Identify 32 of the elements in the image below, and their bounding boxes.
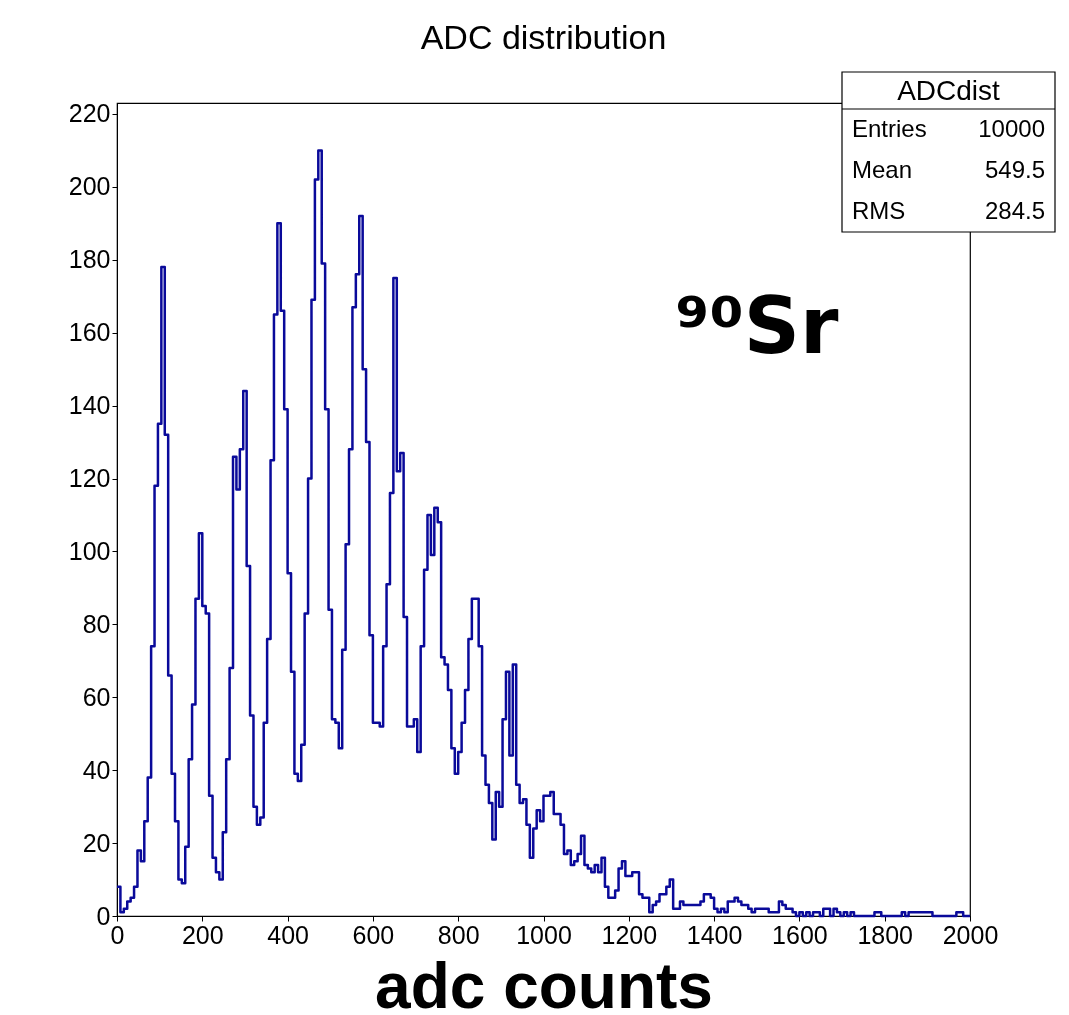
y-tick-label: 40 <box>82 755 111 784</box>
x-tick-label: 2000 <box>942 920 999 949</box>
y-tick-label: 20 <box>82 828 111 857</box>
x-tick-label: 400 <box>267 920 309 949</box>
y-tick-label: 60 <box>82 682 111 711</box>
annotation: Entries <box>852 114 927 142</box>
annotation: ADCdist <box>897 75 1001 106</box>
text: 549.5 <box>984 155 1045 183</box>
x-tick-label: 1200 <box>601 920 658 949</box>
y-tick-label: 80 <box>82 609 111 638</box>
annotation: ⁹⁰Sr <box>675 281 840 371</box>
y-tick-label: 0 <box>96 901 111 930</box>
y-tick-label: 220 <box>68 99 111 128</box>
chart-title: ADC distribution <box>420 18 667 57</box>
annotation: RMS <box>852 196 906 224</box>
x-tick-label: 1000 <box>516 920 572 949</box>
x-tick-label: 1600 <box>772 920 828 949</box>
y-tick-label: 180 <box>68 245 111 274</box>
x-tick-label: 1400 <box>686 920 743 949</box>
annotation: Mean <box>852 155 913 183</box>
y-tick-label: 120 <box>68 464 111 493</box>
x-tick-label: 800 <box>437 920 480 949</box>
y-tick-label: 140 <box>68 391 111 420</box>
y-tick-label: 160 <box>68 318 111 347</box>
y-tick-label: 100 <box>68 536 111 565</box>
text: 10000 <box>978 114 1045 142</box>
text: 284.5 <box>984 196 1045 224</box>
y-tick-label: 200 <box>68 172 111 201</box>
x-tick-label: 1800 <box>857 920 914 949</box>
x-tick-label: 200 <box>181 920 224 949</box>
x-tick-label: 600 <box>352 920 395 949</box>
x-axis-title: adc counts <box>375 949 713 1015</box>
